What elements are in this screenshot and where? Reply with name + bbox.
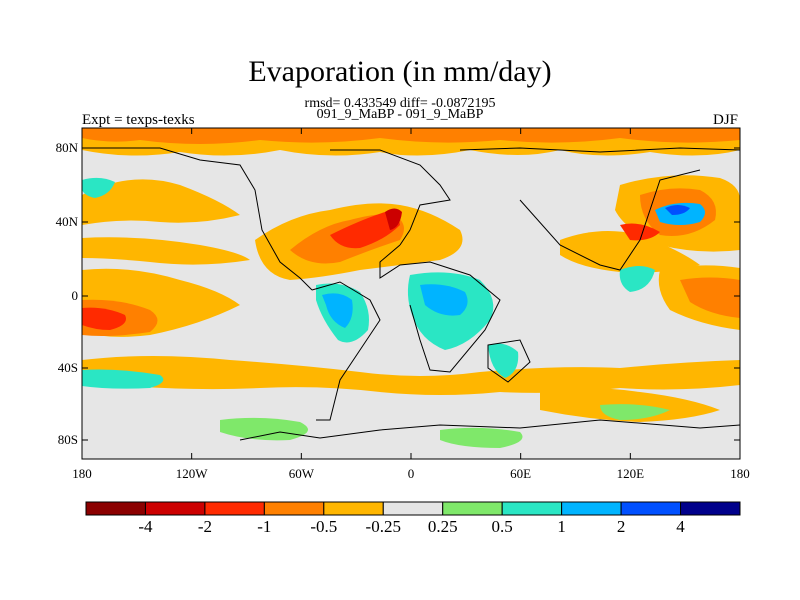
coastlines: [82, 147, 740, 441]
colorbar-label: -2: [197, 517, 212, 536]
x-tick-label: 180: [730, 466, 750, 481]
colorbar-label: 0.25: [427, 517, 458, 536]
colorbar-swatch: [561, 501, 622, 516]
x-tick-label: 180: [72, 466, 92, 481]
y-tick-label: 40N: [55, 214, 78, 229]
y-tick-label: 40S: [57, 360, 78, 375]
colorbar-swatch: [263, 501, 325, 516]
tick-marks: [81, 128, 741, 459]
colorbar-swatch: [323, 501, 384, 516]
colorbar-label: -0.5: [310, 517, 338, 536]
x-tick-label: 120W: [175, 466, 208, 481]
colorbar-swatch: [442, 501, 503, 516]
x-tick-label: 0: [407, 466, 415, 481]
colorbar-swatch: [144, 501, 206, 516]
colorbar-swatch: [85, 501, 146, 516]
x-tick-label: 120E: [616, 466, 645, 481]
colorbar-label: 2: [616, 517, 626, 536]
colorbar-label: -0.25: [365, 517, 401, 536]
colorbar: [85, 501, 741, 516]
x-tick-label: 60W: [288, 466, 314, 481]
colorbar-label: -4: [138, 517, 153, 536]
colorbar-swatch: [501, 501, 563, 516]
y-tick-label: 0: [71, 288, 79, 303]
x-tick-label: 60E: [510, 466, 532, 481]
season-label: DJF: [712, 112, 738, 128]
evaporation-field: [82, 128, 740, 448]
colorbar-swatch: [620, 501, 682, 516]
stats-line: rmsd= 0.433549 diff= -0.0872195: [304, 96, 496, 111]
colorbar-swatch: [382, 501, 444, 516]
colorbar-label: 4: [676, 517, 685, 536]
colorbar-label: -1: [257, 517, 272, 536]
y-tick-label: 80S: [57, 432, 78, 447]
experiment-label: Expt = texps-texks: [82, 112, 195, 128]
colorbar-label: 1: [557, 517, 566, 536]
colorbar-swatch: [680, 501, 741, 516]
colorbar-swatch: [204, 501, 265, 516]
map-title: Evaporation (in mm/day): [248, 55, 552, 88]
cases-line: 091_9_MaBP - 091_9_MaBP: [316, 107, 484, 122]
colorbar-label: 0.5: [491, 517, 513, 536]
y-tick-label: 80N: [55, 140, 78, 155]
